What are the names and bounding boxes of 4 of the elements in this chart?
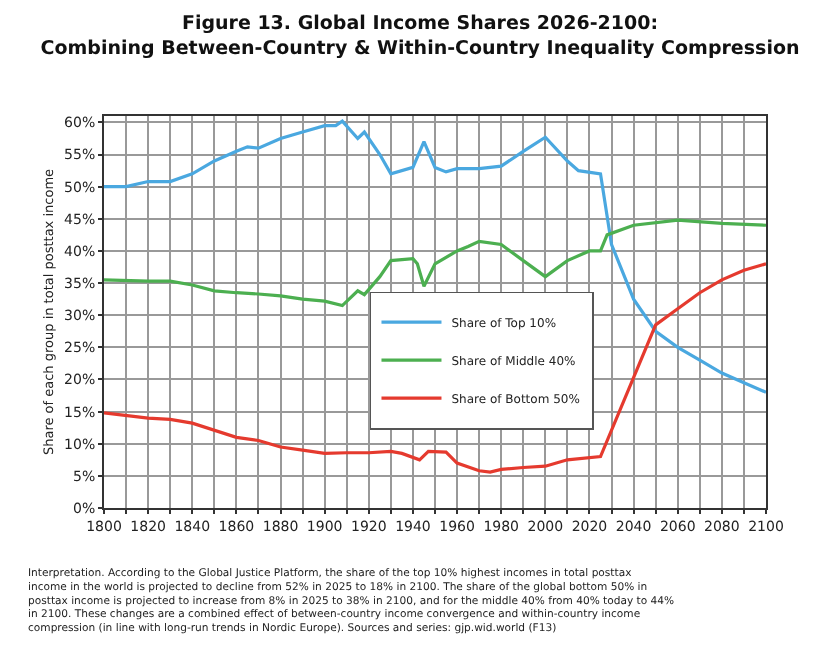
line-series bbox=[104, 218, 766, 308]
line-series bbox=[104, 119, 766, 394]
line-series bbox=[104, 262, 766, 474]
chart-title: Figure 13. Global Income Shares 2026-2100: Combining Between-Country & Within-Country Inequality Compression bbox=[40, 13, 800, 60]
